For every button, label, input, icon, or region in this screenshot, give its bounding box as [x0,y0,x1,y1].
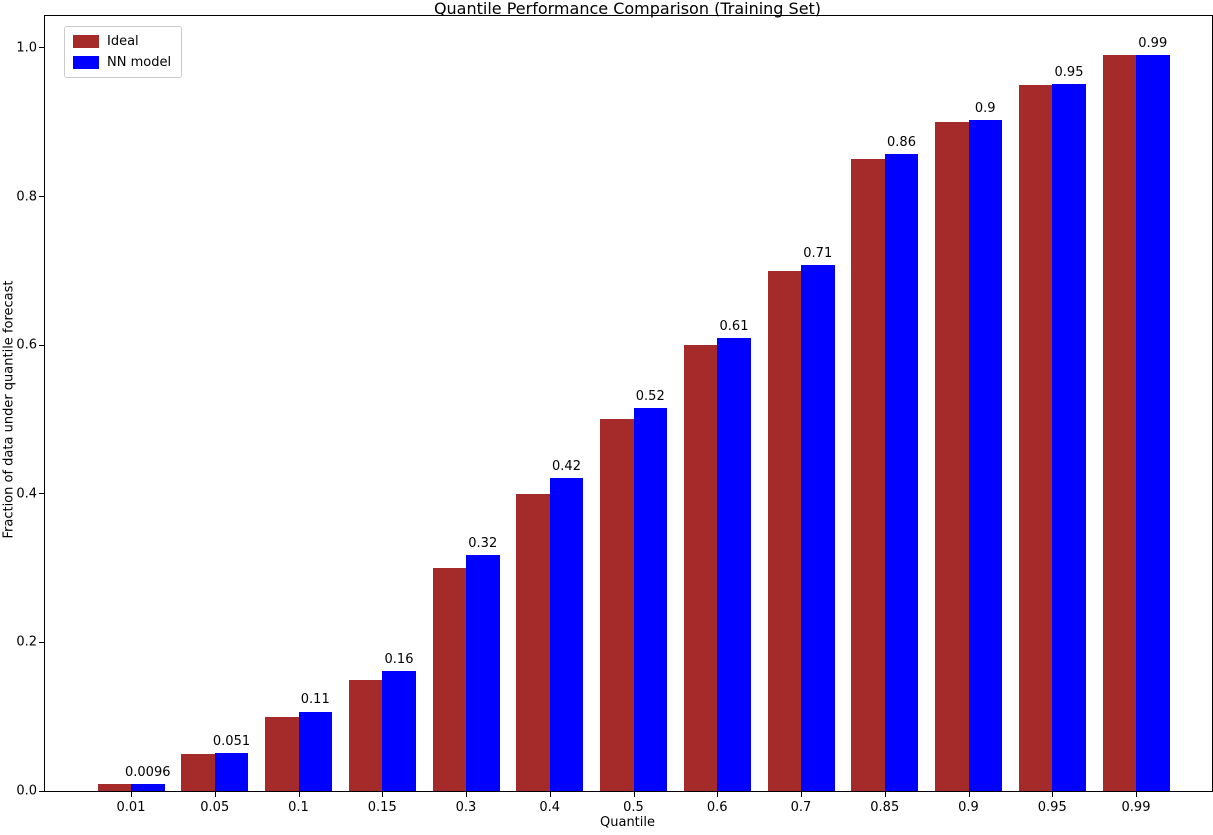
bar-nn-model [968,120,1002,791]
legend-label: NN model [107,55,172,70]
bar-value-label: 0.0096 [125,764,171,780]
x-tick-label: 0.6 [706,800,728,815]
bar-nn-model [801,264,835,791]
x-tick-mark [884,792,886,797]
bar-value-label: 0.99 [1138,36,1168,52]
bar-nn-model [1052,84,1086,791]
bar-nn-model [884,154,919,791]
bar-nn-model [298,711,332,791]
x-tick-label: 0.95 [1037,800,1067,815]
x-tick-mark [214,792,216,797]
x-tick-label: 0.9 [958,800,979,815]
bar-ideal [683,345,718,791]
bar-value-label: 0.42 [552,459,581,475]
y-tick-mark [39,47,44,49]
bar-ideal [767,270,801,791]
x-tick-mark [298,792,300,797]
y-tick-mark [39,344,44,346]
bar-nn-model [717,338,751,791]
bar-ideal [1102,55,1136,791]
bar-ideal [851,159,885,791]
y-tick-mark [39,641,44,643]
bar-nn-model [214,753,249,791]
x-tick-label: 0.5 [623,800,644,815]
bar-nn-model [549,478,584,791]
x-tick-mark [131,792,132,797]
y-tick-mark [39,790,44,792]
bar-value-label: 0.32 [468,535,498,551]
x-tick-mark [717,792,719,797]
x-tick-label: 0.7 [790,800,812,815]
legend-label: Ideal [107,34,139,49]
bar-ideal [1018,85,1053,791]
x-axis-label: Quantile [600,815,655,830]
y-axis-label: Fraction of data under quantile forecast [1,280,17,539]
bar-ideal [935,122,969,791]
bar-nn-model [1136,55,1170,791]
chart-title: Quantile Performance Comparison (Trainin… [433,0,822,18]
x-tick-mark [1136,792,1137,797]
bar-ideal [348,679,383,791]
x-tick-mark [549,792,551,797]
legend-entry: NN model [73,55,171,70]
y-tick-label: 0.4 [16,486,37,502]
x-tick-mark [466,792,467,797]
bar-ideal [600,419,634,791]
x-tick-mark [968,792,970,797]
bar-value-label: 0.71 [803,245,833,261]
legend-color-patch [73,35,99,48]
bar-ideal [432,568,466,791]
x-tick-label: 0.3 [455,800,477,815]
x-tick-label: 0.85 [870,800,900,815]
y-tick-mark [39,493,44,495]
y-tick-label: 0.0 [16,783,37,799]
legend: Ideal NN model [64,26,183,78]
bar-nn-model [633,407,667,791]
bar-value-label: 0.61 [719,319,749,335]
y-tick-label: 0.8 [16,189,37,205]
y-tick-mark [39,196,44,198]
y-tick-label: 1.0 [16,40,37,56]
x-tick-label: 0.15 [367,800,397,815]
y-tick-label: 0.6 [16,337,37,353]
x-tick-mark [801,792,802,797]
bar-value-label: 0.86 [887,135,916,151]
bar-ideal [181,753,215,791]
bar-nn-model [466,554,500,791]
x-tick-label: 0.01 [116,800,146,815]
bar-nn-model [382,670,416,791]
bar-value-label: 0.52 [635,388,665,404]
y-tick-label: 0.2 [16,634,37,650]
bar-value-label: 0.95 [1054,65,1084,81]
bar-value-label: 0.9 [974,101,996,117]
legend-color-patch [73,56,99,69]
x-tick-label: 0.99 [1121,800,1151,815]
x-tick-label: 0.4 [539,800,561,815]
x-tick-mark [1052,792,1054,797]
x-tick-label: 0.1 [288,800,309,815]
x-tick-mark [633,792,635,797]
bar-nn-model [131,783,165,791]
x-tick-label: 0.05 [200,800,230,815]
bar-ideal [516,493,550,791]
legend-entry: Ideal [73,34,171,49]
bar-value-label: 0.11 [300,692,330,708]
bar-value-label: 0.051 [212,734,251,750]
plot-area: 0.0 0.2 0.4 0.6 0.8 1.0 0.01 0.05 0.1 0.15 0.3 0.4… [16,15,1213,815]
bar-ideal [97,783,131,791]
x-tick-mark [382,792,384,797]
bar-value-label: 0.16 [384,651,414,667]
bar-ideal [265,716,299,791]
